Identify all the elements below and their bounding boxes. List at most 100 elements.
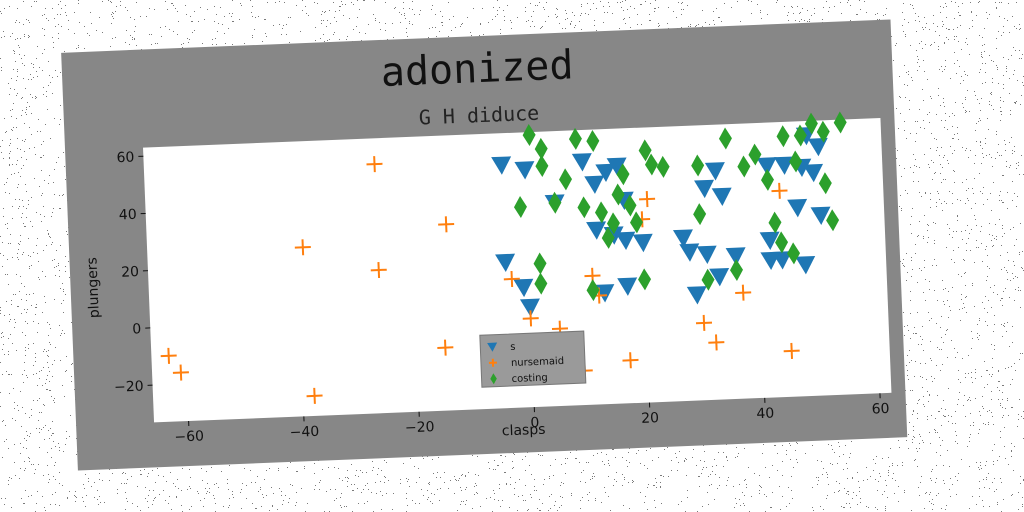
point-costing	[644, 153, 658, 176]
point-s	[709, 268, 730, 287]
legend-marker-nursemaid	[488, 358, 497, 367]
y-tick-label: 60	[116, 150, 134, 167]
point-nursemaid	[160, 347, 177, 364]
point-s	[519, 298, 540, 317]
legend: s nursemaid costing	[479, 330, 587, 388]
x-tick-label: −20	[405, 419, 435, 436]
x-axis: −60 −40 −20 0 20 40 60	[174, 393, 890, 446]
point-costing	[616, 163, 630, 186]
point-costing	[656, 155, 670, 178]
point-nursemaid	[503, 270, 520, 288]
legend-label-costing: costing	[511, 373, 548, 385]
legend-box	[479, 330, 587, 388]
point-nursemaid	[437, 339, 454, 356]
point-costing	[691, 154, 705, 177]
point-costing	[594, 201, 608, 224]
point-s	[617, 277, 638, 296]
point-costing	[737, 155, 751, 178]
legend-marker-costing	[490, 373, 497, 385]
point-costing	[586, 279, 600, 302]
point-s	[725, 247, 746, 266]
x-tick-label: 0	[530, 415, 540, 431]
point-s	[679, 243, 700, 262]
point-nursemaid	[735, 284, 752, 301]
point-nursemaid	[639, 191, 656, 208]
point-costing	[761, 168, 774, 191]
point-costing	[818, 172, 832, 195]
point-s	[756, 157, 777, 176]
point-s	[584, 175, 605, 194]
x-tick-label: 40	[756, 405, 774, 422]
point-nursemaid	[438, 216, 455, 233]
point-costing	[730, 258, 743, 281]
point-nursemaid	[522, 310, 539, 327]
point-s	[632, 233, 653, 253]
point-costing	[629, 211, 643, 234]
point-s	[672, 229, 693, 248]
point-s	[595, 163, 616, 183]
point-s	[787, 198, 808, 218]
point-s	[810, 206, 831, 225]
y-tick-label: 0	[132, 321, 142, 337]
point-costing	[816, 120, 830, 143]
point-nursemaid	[783, 342, 800, 359]
point-costing	[638, 139, 652, 162]
point-nursemaid	[771, 182, 788, 199]
x-tick-label: −40	[289, 424, 319, 441]
y-tick-label: 40	[119, 207, 137, 224]
point-costing	[623, 194, 637, 217]
point-s	[495, 253, 516, 273]
point-nursemaid	[294, 239, 311, 256]
data-points	[160, 111, 847, 404]
point-nursemaid	[366, 156, 383, 173]
chart-title: adonized	[380, 42, 574, 96]
point-costing	[748, 143, 762, 166]
point-costing	[559, 168, 573, 191]
point-costing	[638, 268, 652, 291]
point-costing	[718, 127, 732, 150]
point-s	[686, 286, 707, 305]
point-s	[760, 251, 781, 271]
point-costing	[611, 183, 625, 206]
point-s	[711, 187, 732, 207]
point-s	[807, 137, 828, 157]
point-s	[759, 231, 780, 250]
point-s	[694, 179, 715, 199]
point-s	[803, 163, 824, 183]
point-s	[773, 156, 794, 175]
point-nursemaid	[708, 334, 725, 351]
point-nursemaid	[695, 314, 713, 331]
x-tick-label: −60	[174, 428, 204, 445]
point-costing	[804, 112, 818, 135]
point-costing	[826, 209, 840, 232]
point-costing	[522, 123, 536, 146]
point-costing	[513, 195, 527, 218]
point-costing	[548, 191, 562, 214]
point-costing	[577, 196, 591, 219]
point-s	[606, 157, 627, 176]
point-costing	[533, 252, 547, 275]
x-tick-label: 20	[641, 410, 659, 427]
point-s	[696, 245, 717, 264]
chart-subtitle: G H diduce	[418, 101, 539, 130]
point-s	[795, 255, 816, 275]
legend-label-s: s	[510, 342, 516, 353]
point-costing	[768, 211, 782, 234]
point-costing	[775, 231, 789, 254]
point-costing	[535, 155, 549, 177]
legend-label-nursemaid: nursemaid	[511, 356, 565, 369]
point-costing	[701, 268, 715, 291]
legend-marker-s	[487, 342, 498, 352]
point-costing	[586, 130, 600, 153]
point-s	[513, 278, 534, 298]
x-tick-label: 60	[871, 401, 889, 418]
point-nursemaid	[172, 364, 189, 381]
point-s	[491, 156, 512, 175]
y-axis: −20 0 20 40 60	[114, 150, 153, 396]
point-costing	[776, 125, 790, 148]
point-s	[704, 162, 725, 181]
point-costing	[789, 150, 803, 173]
point-s	[615, 231, 636, 251]
y-axis-label: plungers	[84, 257, 102, 319]
